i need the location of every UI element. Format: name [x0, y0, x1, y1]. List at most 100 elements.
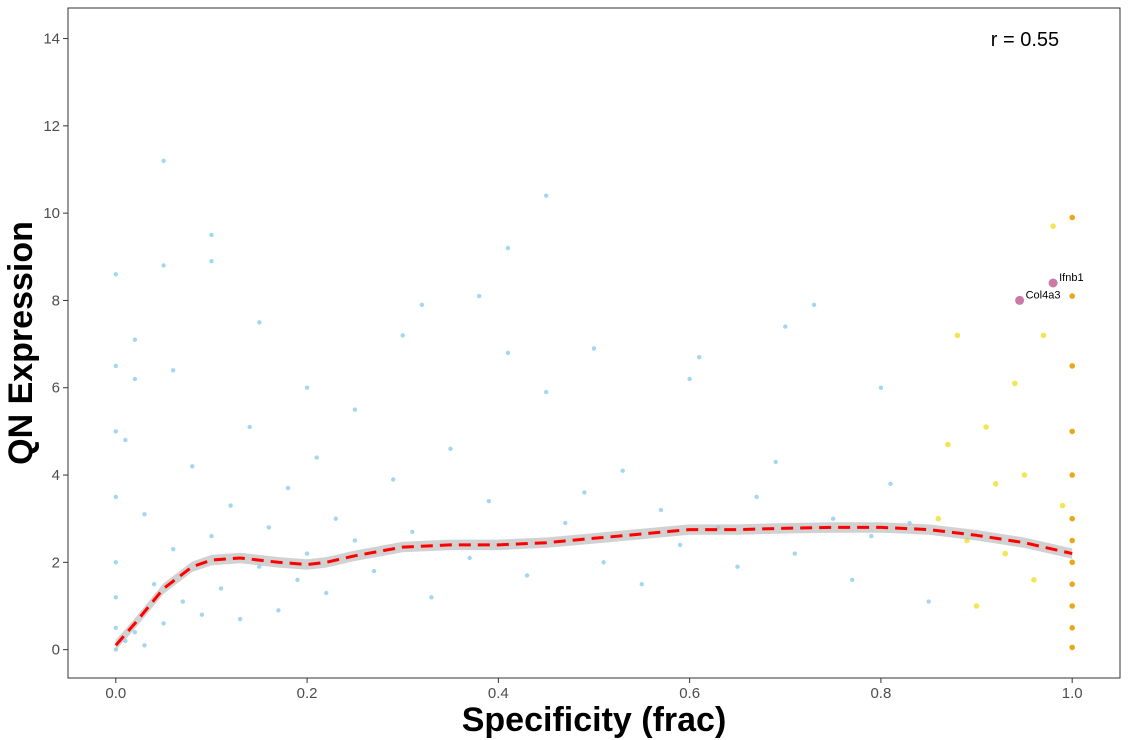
data-point — [161, 158, 166, 163]
data-point — [371, 568, 377, 574]
data-point — [582, 490, 587, 495]
data-point — [113, 429, 119, 434]
x-axis: 0.0 0.2 0.4 0.6 0.8 1.0 — [105, 678, 1083, 702]
data-point — [161, 263, 166, 268]
data-point — [304, 551, 310, 556]
data-point — [171, 368, 176, 373]
confidence-band — [115, 522, 1073, 651]
x-tick-label: 0.8 — [870, 685, 891, 702]
data-point — [1069, 581, 1075, 587]
data-point — [1069, 428, 1075, 435]
data-point — [591, 346, 597, 351]
data-point — [391, 477, 396, 482]
data-point — [1002, 550, 1008, 557]
data-point — [973, 603, 980, 609]
data-point — [257, 564, 262, 569]
gene-label: Ifnb1 — [1059, 272, 1083, 284]
data-point — [304, 385, 310, 390]
x-tick-label: 0.0 — [105, 685, 126, 702]
data-point — [505, 245, 511, 251]
data-point — [419, 302, 425, 307]
x-tick-label: 0.2 — [297, 685, 318, 702]
data-point — [352, 538, 358, 543]
y-tick-label: 6 — [52, 380, 60, 397]
data-point — [544, 193, 549, 198]
data-point — [935, 515, 942, 522]
data-point — [888, 481, 893, 486]
data-point — [1069, 537, 1075, 544]
data-point — [429, 595, 434, 600]
data-point — [142, 512, 147, 517]
y-tick-label: 12 — [43, 118, 60, 135]
x-tick-label: 1.0 — [1062, 685, 1083, 702]
highlight-layer: Ifnb1 Col4a3 — [1015, 272, 1084, 305]
data-point — [639, 582, 644, 587]
data-point — [869, 533, 874, 539]
data-point — [954, 332, 961, 339]
y-axis-title: QN Expression — [2, 221, 40, 465]
data-point — [1050, 223, 1056, 229]
data-point — [142, 643, 147, 648]
data-point — [486, 499, 491, 504]
data-point — [620, 468, 625, 473]
data-point — [735, 564, 740, 569]
data-point — [218, 586, 224, 591]
x-tick-label: 0.6 — [679, 685, 700, 702]
data-point — [544, 389, 549, 395]
data-point — [878, 385, 884, 390]
data-point — [199, 612, 205, 617]
data-point — [161, 621, 166, 626]
data-point — [1069, 363, 1075, 369]
y-tick-label: 4 — [52, 467, 60, 484]
points-layer — [113, 158, 1075, 652]
data-point — [113, 494, 119, 500]
data-point — [190, 464, 195, 469]
data-point — [410, 529, 415, 534]
data-point — [563, 520, 568, 526]
data-point — [1069, 625, 1075, 631]
data-point — [505, 350, 511, 355]
data-point — [1069, 214, 1075, 221]
data-point — [945, 441, 951, 448]
data-point — [132, 337, 138, 342]
data-point — [285, 485, 291, 491]
data-point — [792, 551, 797, 556]
data-point — [228, 503, 233, 508]
data-point — [151, 582, 157, 587]
data-point — [247, 424, 252, 430]
data-point — [171, 547, 176, 552]
data-point — [783, 324, 788, 329]
data-point — [257, 320, 262, 325]
plot-panel — [67, 7, 1121, 679]
data-point — [333, 516, 338, 521]
highlight-point — [1048, 278, 1058, 288]
data-point — [113, 625, 119, 630]
data-point — [209, 533, 214, 539]
data-point — [658, 507, 664, 513]
data-point — [1021, 472, 1028, 478]
data-point — [113, 272, 119, 277]
trend-line-layer — [114, 525, 1073, 647]
data-point — [400, 333, 405, 338]
y-tick-label: 2 — [52, 554, 60, 571]
y-tick-label: 0 — [52, 642, 60, 659]
gene-label: Col4a3 — [1026, 289, 1061, 301]
data-point — [180, 599, 185, 604]
data-point — [276, 608, 281, 613]
x-axis-title: Specificity (frac) — [462, 701, 727, 739]
data-point — [266, 525, 271, 530]
data-point — [754, 494, 759, 500]
correlation-annotation: r = 0.55 — [991, 29, 1059, 51]
data-point — [113, 595, 119, 600]
y-tick-label: 8 — [52, 292, 60, 309]
data-point — [314, 455, 319, 460]
data-point — [1040, 332, 1047, 339]
data-point — [601, 560, 606, 565]
data-point — [352, 407, 358, 412]
data-point — [295, 577, 300, 582]
data-point — [209, 259, 214, 264]
data-point — [132, 376, 138, 382]
data-point — [677, 542, 683, 548]
